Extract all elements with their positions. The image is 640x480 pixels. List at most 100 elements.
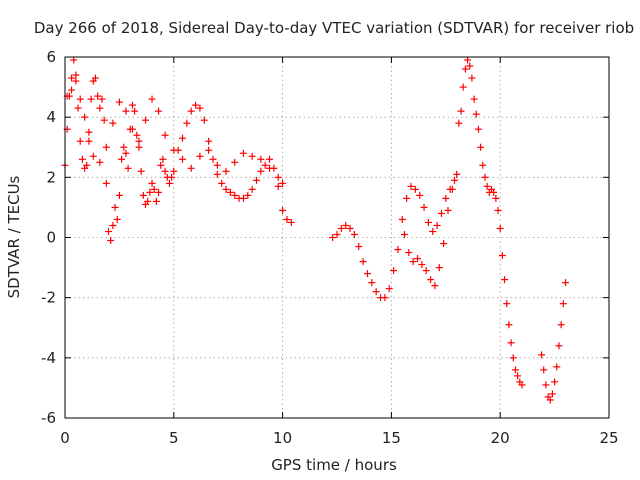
x-tick-label: 5: [169, 429, 179, 447]
data-point: [403, 194, 411, 202]
y-tick-label: 2: [46, 168, 56, 186]
series: [61, 56, 569, 404]
data-point: [170, 146, 178, 154]
data-point: [165, 179, 173, 187]
data-point: [457, 107, 465, 115]
data-point: [551, 378, 559, 386]
data-point: [122, 149, 130, 157]
data-point: [213, 170, 221, 178]
data-point: [144, 197, 152, 205]
data-point: [481, 173, 489, 181]
data-point: [261, 161, 269, 169]
gridlines: [65, 57, 609, 418]
data-point: [98, 95, 106, 103]
data-point: [414, 255, 422, 263]
data-point: [152, 197, 160, 205]
data-point: [453, 170, 461, 178]
data-point: [518, 381, 526, 389]
data-point: [346, 224, 354, 232]
data-point: [109, 221, 117, 229]
data-point: [548, 390, 556, 398]
axis-ticks: [64, 56, 610, 419]
data-point: [431, 282, 439, 290]
data-point: [72, 71, 80, 79]
data-point: [483, 182, 491, 190]
data-point: [196, 104, 204, 112]
data-point: [405, 249, 413, 257]
data-point: [135, 137, 143, 145]
data-point: [187, 164, 195, 172]
y-axis-label: SDTVAR / TECUs: [5, 175, 23, 298]
data-point: [102, 143, 110, 151]
data-point: [239, 194, 247, 202]
data-point: [168, 173, 176, 181]
data-point: [283, 215, 291, 223]
data-point: [146, 188, 154, 196]
data-point: [398, 215, 406, 223]
data-point: [407, 182, 415, 190]
data-point: [385, 285, 393, 293]
data-point: [96, 104, 104, 112]
data-point: [546, 396, 554, 404]
y-tick-label: 0: [46, 229, 56, 247]
data-point: [107, 237, 115, 245]
data-point: [91, 74, 99, 82]
data-point: [111, 203, 119, 211]
data-point: [490, 188, 498, 196]
data-point: [122, 107, 130, 115]
data-point: [72, 77, 80, 85]
data-series: [61, 56, 569, 404]
data-point: [76, 137, 84, 145]
chart-title: Day 266 of 2018, Sidereal Day-to-day VTE…: [34, 19, 634, 37]
data-point: [411, 185, 419, 193]
data-point: [83, 161, 91, 169]
series: [63, 71, 456, 290]
data-point: [553, 363, 561, 371]
data-point: [89, 152, 97, 160]
data-point: [274, 182, 282, 190]
data-point: [274, 173, 282, 181]
data-point: [124, 164, 132, 172]
x-tick-label: 25: [599, 429, 618, 447]
data-point: [205, 146, 213, 154]
data-point: [355, 243, 363, 251]
data-point: [128, 125, 136, 133]
data-point: [350, 230, 358, 238]
data-point: [359, 258, 367, 266]
data-point: [492, 194, 500, 202]
data-point: [231, 158, 239, 166]
data-point: [514, 372, 522, 380]
data-point: [205, 137, 213, 145]
data-point: [511, 366, 519, 374]
data-point: [68, 86, 76, 94]
data-point: [100, 116, 108, 124]
data-point: [459, 83, 467, 91]
data-point: [200, 116, 208, 124]
data-point: [142, 116, 150, 124]
data-point: [427, 276, 435, 284]
data-point: [248, 185, 256, 193]
data-point: [329, 234, 337, 241]
data-point: [94, 92, 102, 100]
data-point: [105, 227, 113, 235]
data-point: [222, 167, 230, 175]
data-point: [135, 143, 143, 151]
data-point: [118, 155, 126, 163]
data-point: [561, 279, 569, 287]
y-tick-label: 6: [46, 48, 56, 66]
x-tick-label: 0: [60, 429, 70, 447]
data-point: [209, 155, 217, 163]
data-point: [461, 65, 469, 73]
data-point: [409, 258, 417, 266]
data-point: [503, 300, 511, 308]
data-point: [131, 107, 139, 115]
data-point: [507, 339, 515, 347]
data-point: [442, 194, 450, 202]
data-point: [109, 119, 117, 127]
data-point: [183, 119, 191, 127]
data-point: [479, 161, 487, 169]
data-point: [87, 95, 95, 103]
data-point: [501, 276, 509, 284]
data-point: [257, 155, 265, 163]
x-tick-label: 15: [382, 429, 401, 447]
